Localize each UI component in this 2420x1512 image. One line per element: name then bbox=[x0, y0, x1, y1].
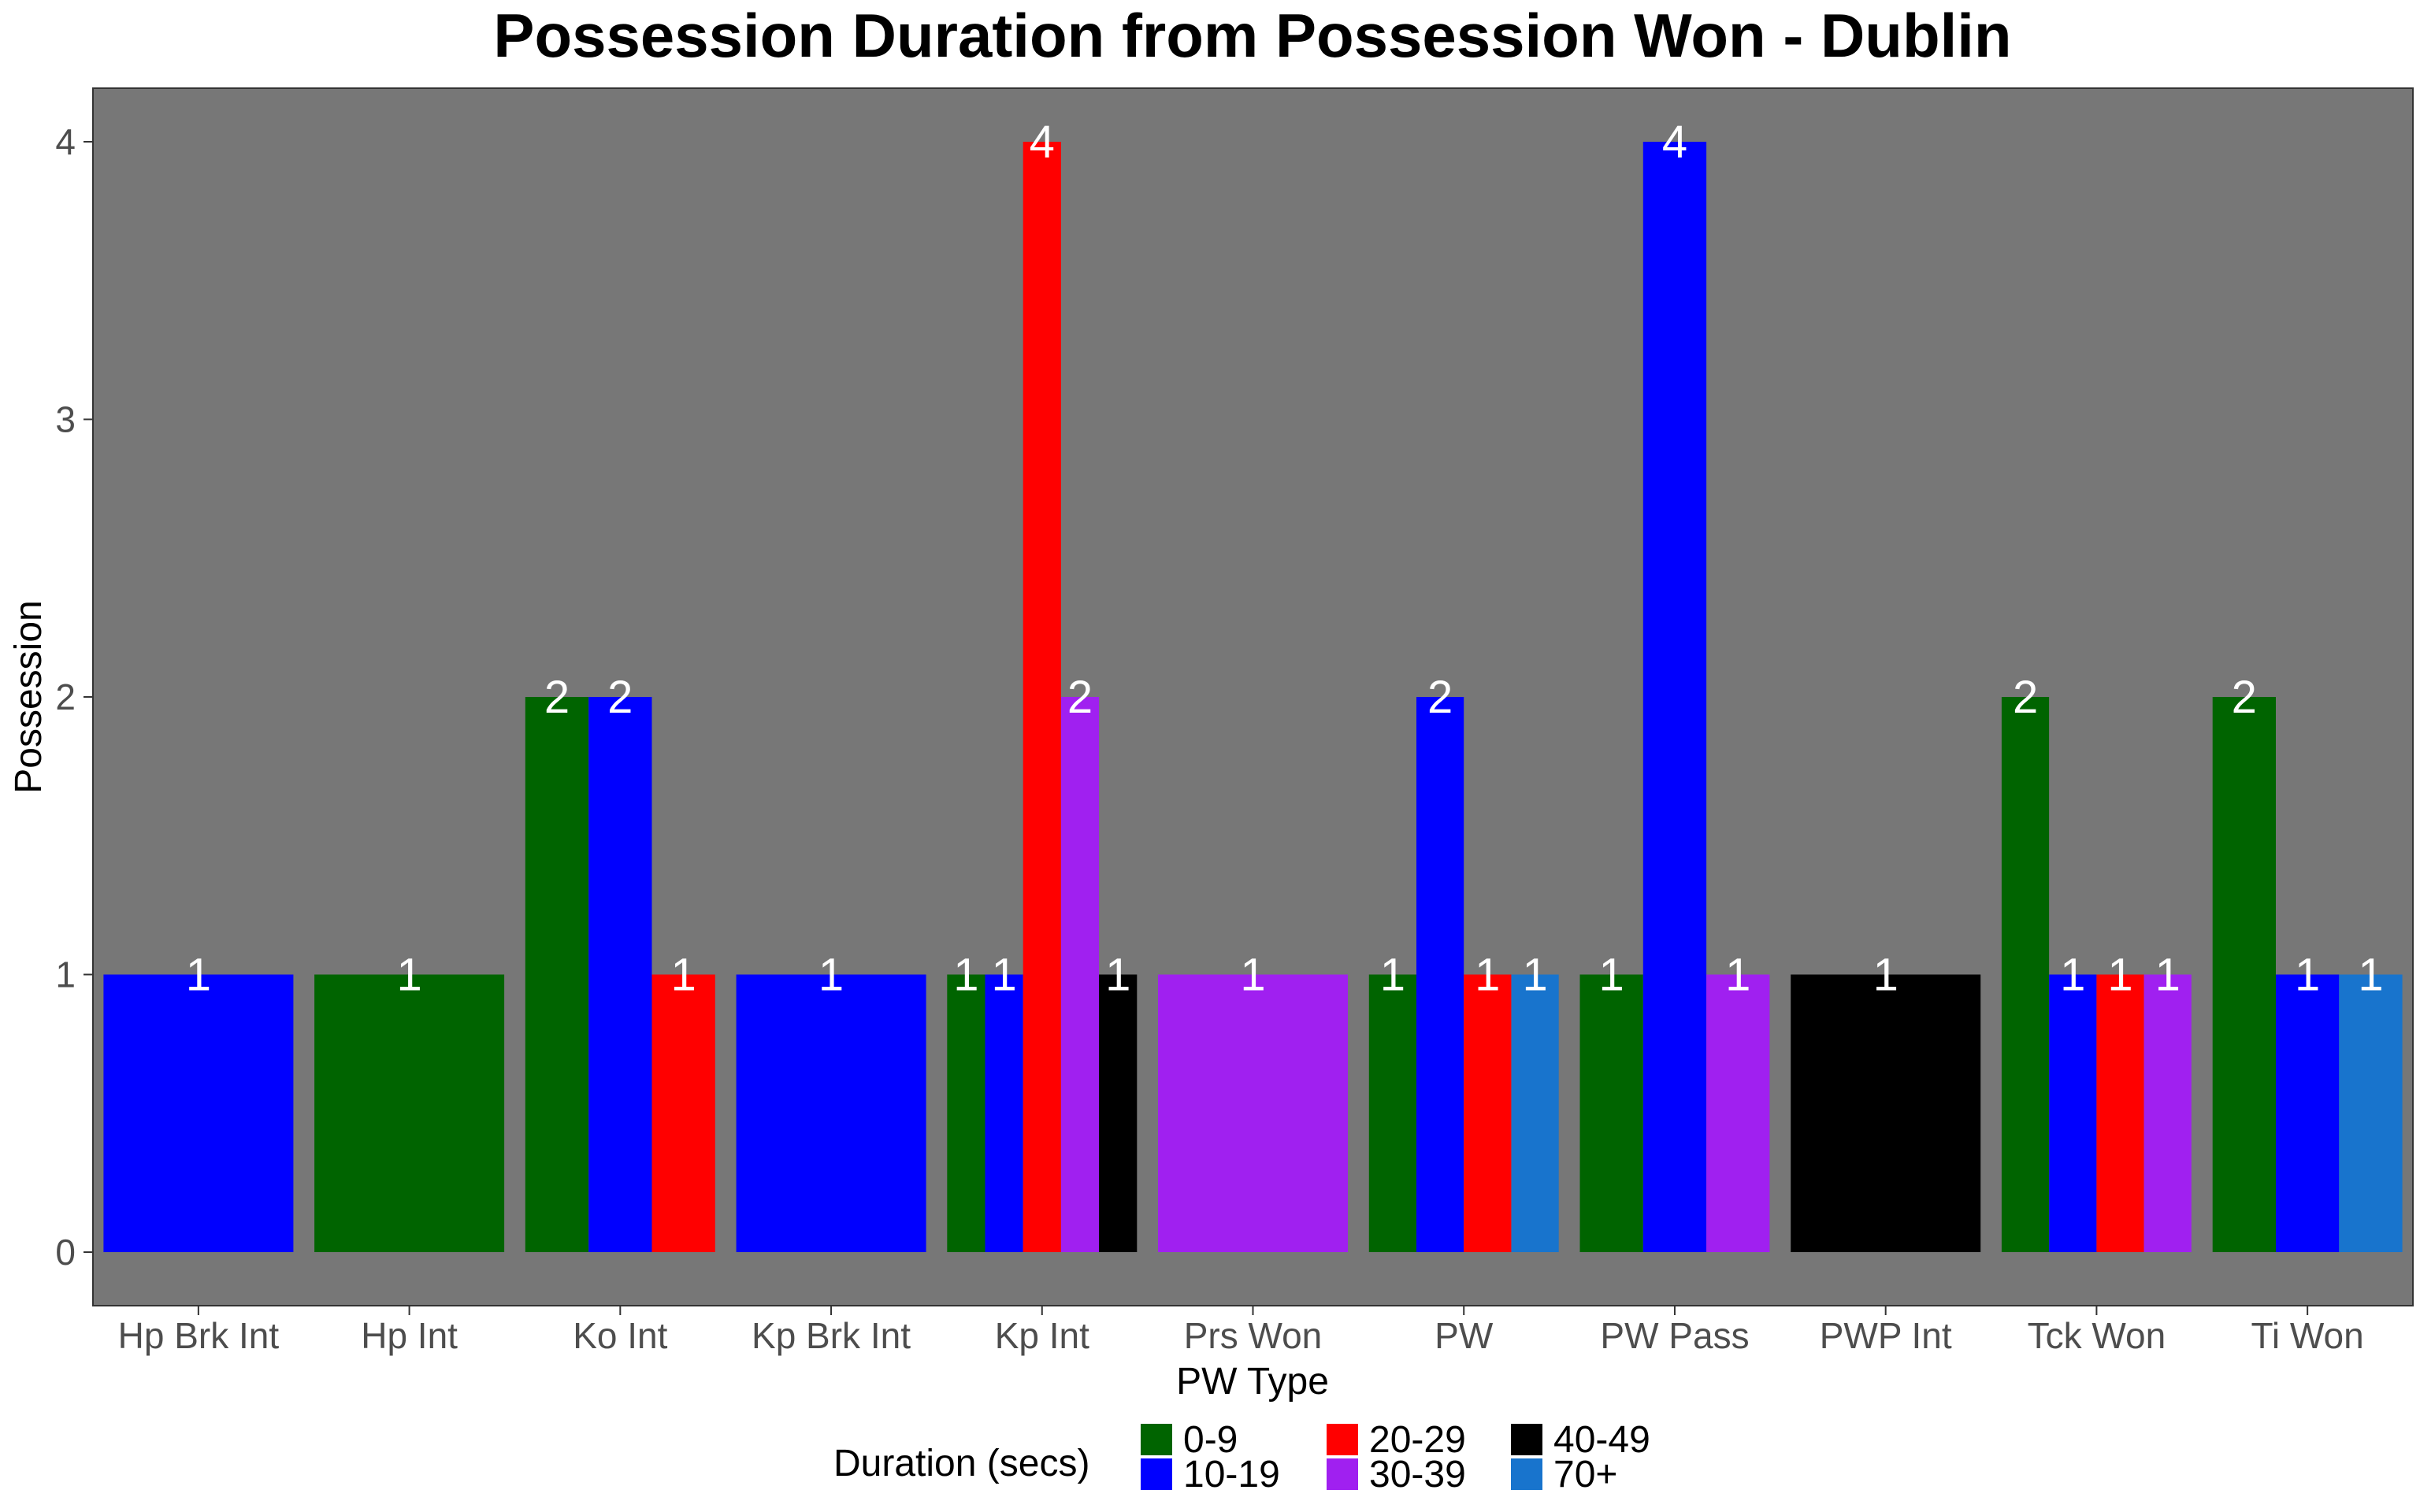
bar bbox=[1023, 142, 1061, 1252]
data-label: 1 bbox=[2358, 950, 2383, 1001]
bar bbox=[1368, 974, 1416, 1252]
y-axis-title: Possession bbox=[8, 600, 50, 793]
bar bbox=[736, 974, 926, 1252]
bar bbox=[2049, 974, 2097, 1252]
data-label: 1 bbox=[818, 950, 844, 1001]
x-axis: Hp Brk Int Hp Int Ko Int Kp Brk Int Kp Int Pr… bbox=[118, 1306, 2364, 1356]
data-label: 1 bbox=[1105, 950, 1130, 1001]
x-tick-label: Hp Brk Int bbox=[118, 1315, 280, 1356]
bar bbox=[588, 697, 652, 1252]
bar bbox=[2276, 974, 2340, 1252]
data-label: 1 bbox=[2060, 950, 2085, 1001]
data-label: 1 bbox=[670, 950, 696, 1001]
data-label: 2 bbox=[2013, 672, 2038, 723]
bars-layer bbox=[103, 142, 2403, 1252]
legend-label: 20-29 bbox=[1369, 1419, 1466, 1461]
data-label: 1 bbox=[991, 950, 1016, 1001]
x-tick-label: PW Pass bbox=[1600, 1315, 1749, 1356]
y-tick-label: 0 bbox=[55, 1232, 76, 1273]
x-tick-label: PW bbox=[1435, 1315, 1494, 1356]
bar bbox=[2096, 974, 2144, 1252]
data-label: 1 bbox=[2107, 950, 2132, 1001]
chart-title: Possession Duration from Possession Won … bbox=[493, 1, 2011, 70]
bar bbox=[2212, 697, 2276, 1252]
legend-swatch bbox=[1327, 1424, 1358, 1455]
x-tick-label: Hp Int bbox=[361, 1315, 458, 1356]
bar bbox=[1416, 697, 1464, 1252]
data-label: 1 bbox=[953, 950, 978, 1001]
legend-swatch bbox=[1511, 1458, 1542, 1490]
legend-swatch bbox=[1141, 1458, 1172, 1490]
x-tick-label: PWP Int bbox=[1820, 1315, 1952, 1356]
data-label: 1 bbox=[1725, 950, 1750, 1001]
bar bbox=[985, 974, 1023, 1252]
x-tick-label: Kp Brk Int bbox=[752, 1315, 911, 1356]
x-axis-title: PW Type bbox=[1176, 1361, 1329, 1403]
legend-label: 30-39 bbox=[1369, 1454, 1466, 1495]
data-label: 1 bbox=[1873, 950, 1899, 1001]
bar bbox=[2143, 974, 2192, 1252]
legend-swatch bbox=[1141, 1424, 1172, 1455]
bar bbox=[651, 974, 715, 1252]
x-tick-label: Kp Int bbox=[995, 1315, 1089, 1356]
data-label: 1 bbox=[2155, 950, 2181, 1001]
legend-label: 70+ bbox=[1553, 1454, 1617, 1495]
legend-label: 40-49 bbox=[1553, 1419, 1650, 1461]
bar bbox=[1642, 142, 1707, 1252]
bar bbox=[2001, 697, 2050, 1252]
bar bbox=[103, 974, 294, 1252]
legend-label: 10-19 bbox=[1183, 1454, 1280, 1495]
data-label: 2 bbox=[1067, 672, 1093, 723]
bar bbox=[1706, 974, 1770, 1252]
bar bbox=[1060, 697, 1100, 1252]
y-tick-label: 3 bbox=[55, 399, 76, 440]
legend-title: Duration (secs) bbox=[833, 1443, 1089, 1484]
legend-swatch bbox=[1511, 1424, 1542, 1455]
bar bbox=[2339, 974, 2403, 1252]
x-tick-label: Tck Won bbox=[2028, 1315, 2166, 1356]
data-label: 1 bbox=[396, 950, 421, 1001]
data-label: 1 bbox=[1522, 950, 1547, 1001]
bar bbox=[525, 697, 589, 1252]
y-tick-label: 4 bbox=[55, 121, 76, 162]
data-label: 2 bbox=[544, 672, 570, 723]
y-tick-label: 1 bbox=[55, 954, 76, 995]
y-tick-label: 2 bbox=[55, 676, 76, 717]
data-label: 1 bbox=[186, 950, 211, 1001]
bar bbox=[1579, 974, 1643, 1252]
x-tick-label: Ti Won bbox=[2251, 1315, 2364, 1356]
bar bbox=[947, 974, 985, 1252]
x-tick-label: Ko Int bbox=[573, 1315, 667, 1356]
bar bbox=[1791, 974, 1981, 1252]
data-label: 1 bbox=[1380, 950, 1405, 1001]
bar bbox=[314, 974, 505, 1252]
bar bbox=[1099, 974, 1138, 1252]
data-label: 1 bbox=[1475, 950, 1500, 1001]
legend-label: 0-9 bbox=[1183, 1419, 1238, 1461]
y-axis: 0 1 2 3 4 bbox=[55, 121, 93, 1273]
data-label: 1 bbox=[1598, 950, 1624, 1001]
data-label: 2 bbox=[1427, 672, 1453, 723]
data-label: 1 bbox=[1240, 950, 1265, 1001]
x-tick-label: Prs Won bbox=[1184, 1315, 1323, 1356]
data-label: 2 bbox=[2232, 672, 2257, 723]
bar bbox=[1158, 974, 1348, 1252]
bar bbox=[1511, 974, 1559, 1252]
bar bbox=[1464, 974, 1512, 1252]
data-label: 2 bbox=[607, 672, 633, 723]
legend-swatch bbox=[1327, 1458, 1358, 1490]
data-label: 4 bbox=[1662, 117, 1687, 168]
data-label: 1 bbox=[2295, 950, 2320, 1001]
data-label: 4 bbox=[1030, 117, 1055, 168]
